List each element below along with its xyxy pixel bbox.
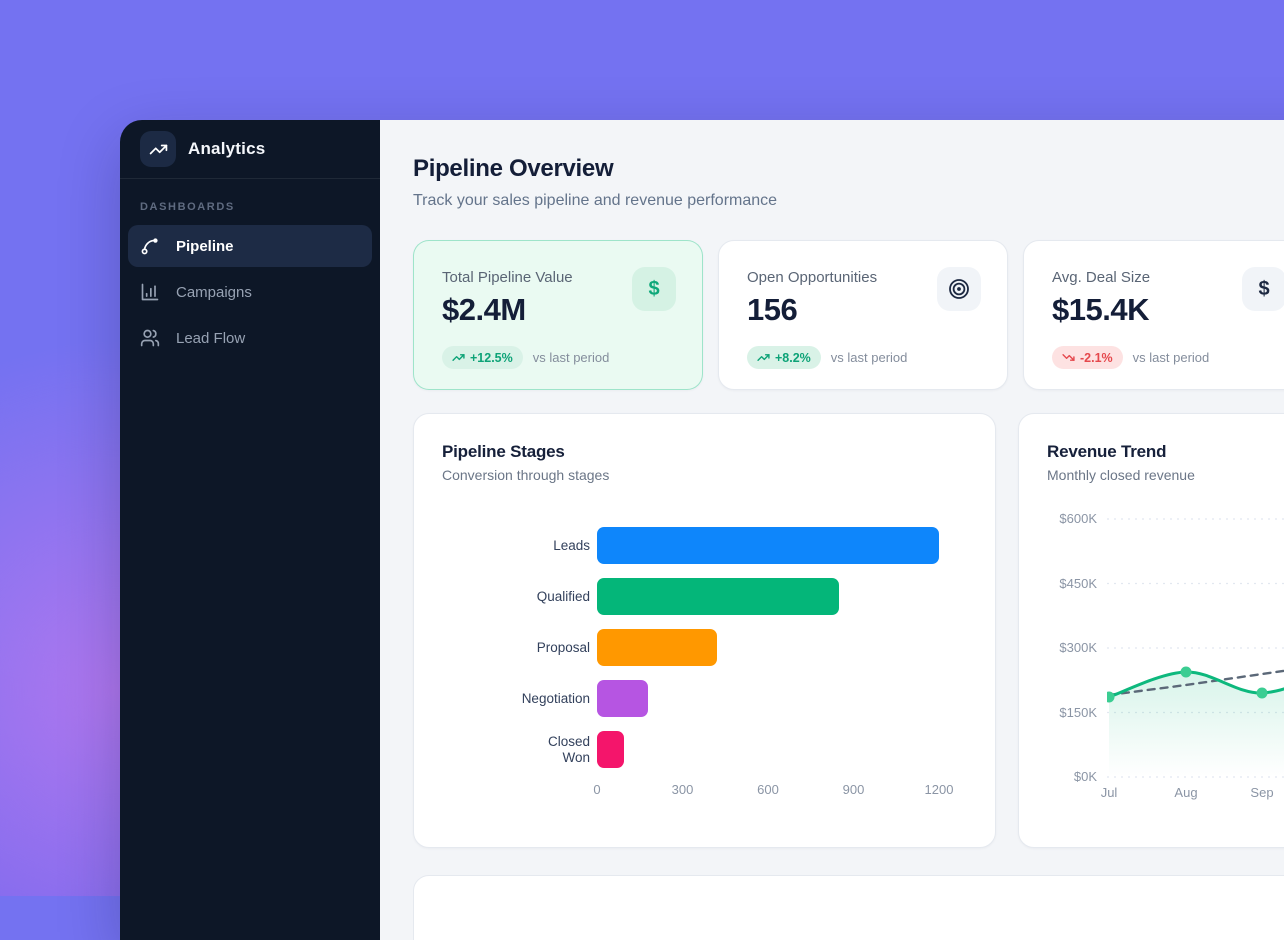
y-tick-label: $600K	[1059, 511, 1097, 526]
stage-bars: Leads Qualified Proposal Negotiation Closed …	[442, 527, 967, 768]
sidebar-item-label: Lead Flow	[176, 329, 246, 347]
revenue-area	[1109, 671, 1284, 777]
bar-segment-proposal[interactable]	[597, 629, 717, 666]
x-tick-label: 900	[842, 782, 865, 797]
y-tick-label: $450K	[1059, 575, 1097, 591]
chart-subtitle: Monthly closed revenue	[1047, 467, 1195, 483]
trend-dashed-line	[1107, 669, 1284, 697]
bar-segment-closed-won[interactable]	[597, 731, 625, 768]
kpi-label: Open Opportunities	[747, 269, 878, 286]
sidebar-item-lead-flow[interactable]: Lead Flow	[128, 317, 372, 359]
kpi-label: Total Pipeline Value	[442, 269, 573, 286]
brand-row: Analytics	[120, 120, 380, 179]
bar-segment-qualified[interactable]	[597, 578, 840, 615]
kpi-compare-text: vs last period	[830, 350, 908, 365]
kpi-value: 156	[747, 292, 798, 327]
kpi-compare-text: vs last period	[1132, 350, 1210, 365]
x-tick-label: Aug	[1174, 785, 1198, 800]
x-tick-label: Sep	[1250, 785, 1274, 800]
bottom-card	[413, 875, 1284, 940]
data-point-aug[interactable]	[1180, 666, 1192, 678]
x-tick-label: 0	[593, 782, 601, 797]
kpi-card-total-pipeline-value[interactable]: Total Pipeline Value $2.4M $ +12.5% vs l…	[413, 240, 703, 390]
bar-row: Closed Won	[442, 731, 967, 768]
bar-category-label: Closed Won	[547, 733, 590, 765]
page-subtitle: Track your sales pipeline and revenue pe…	[413, 192, 778, 209]
kpi-footer: +8.2% vs last period	[747, 346, 979, 369]
kpi-card-open-opportunities[interactable]: Open Opportunities 156 +8.2% vs last per…	[718, 240, 1008, 390]
bar-row: Leads	[442, 527, 967, 564]
bar-category-label: Leads	[553, 537, 590, 553]
bar-category-label: Proposal	[536, 639, 590, 655]
main-content: Pipeline Overview Track your sales pipel…	[380, 120, 1284, 940]
spline-icon	[140, 236, 160, 256]
sidebar-item-campaigns[interactable]: Campaigns	[128, 271, 372, 313]
kpi-value: $2.4M	[442, 292, 526, 327]
kpi-footer: +12.5% vs last period	[442, 346, 674, 369]
x-tick-label: 1200	[924, 782, 954, 797]
bar-segment-leads[interactable]	[597, 527, 939, 564]
analytics-logo	[140, 131, 176, 167]
sidebar-item-label: Campaigns	[176, 283, 252, 301]
sidebar-nav: DASHBOARDS Pipeline Campaigns	[120, 179, 380, 363]
revenue-line-svg	[1107, 518, 1284, 778]
stage-bar-chart: Leads Qualified Proposal Negotiation Closed …	[442, 527, 967, 800]
x-tick-label: Jul	[1100, 785, 1118, 800]
change-badge: +12.5%	[442, 346, 523, 369]
revenue-line	[1107, 670, 1284, 699]
brand-name: Analytics	[188, 139, 266, 158]
change-badge: +8.2%	[747, 346, 821, 369]
kpi-value: $15.4K	[1052, 292, 1149, 327]
data-point-jul[interactable]	[1107, 691, 1115, 703]
charts-row: Pipeline Stages Conversion through stage…	[413, 413, 1284, 848]
revenue-dots	[1107, 666, 1268, 703]
kpi-label: Avg. Deal Size	[1052, 269, 1151, 286]
chart-subtitle: Conversion through stages	[442, 467, 610, 483]
revenue-trend-card: Revenue Trend Monthly closed revenue $60…	[1018, 413, 1284, 848]
sidebar-item-pipeline[interactable]: Pipeline	[128, 225, 372, 267]
trending-up-icon	[452, 354, 465, 361]
bar-segment-negotiation[interactable]	[597, 680, 649, 717]
trending-down-icon	[1062, 354, 1075, 361]
bar-row: Proposal	[442, 629, 967, 666]
sidebar-item-label: Pipeline	[176, 237, 234, 255]
chart-title: Pipeline Stages	[442, 442, 565, 461]
data-point-sep[interactable]	[1256, 687, 1268, 699]
y-tick-label: $300K	[1059, 640, 1097, 655]
bar-row: Qualified	[442, 578, 967, 615]
kpi-card-avg-deal-size[interactable]: Avg. Deal Size $15.4K $ -2.1% vs last pe…	[1023, 240, 1284, 390]
kpi-row: Total Pipeline Value $2.4M $ +12.5% vs l…	[413, 240, 1284, 390]
trending-up-icon	[149, 144, 167, 154]
sidebar: Analytics DASHBOARDS Pipeline	[120, 120, 380, 940]
revenue-chart: $600K $450K $300K $150K $0K	[1047, 511, 1284, 823]
x-tick-label: 600	[757, 782, 779, 797]
bar-row: Negotiation	[442, 680, 967, 717]
kpi-compare-text: vs last period	[532, 350, 610, 365]
users-icon	[140, 328, 160, 348]
chart-title: Revenue Trend	[1047, 442, 1167, 461]
nav-section-label: DASHBOARDS	[140, 201, 235, 213]
page-title: Pipeline Overview	[413, 155, 614, 182]
y-tick-label: $0K	[1073, 769, 1097, 784]
bar-category-label: Qualified	[536, 588, 590, 604]
target-icon	[937, 267, 981, 311]
change-badge: -2.1%	[1052, 346, 1123, 369]
bar-chart-icon	[140, 282, 160, 302]
x-tick-label: 300	[671, 782, 694, 797]
app-window: Analytics DASHBOARDS Pipeline	[120, 120, 1284, 940]
pipeline-stages-card: Pipeline Stages Conversion through stage…	[413, 413, 996, 848]
trending-up-icon	[757, 354, 770, 361]
y-tick-label: $150K	[1059, 704, 1097, 720]
stage-axis: 0 300 600 900 1200	[593, 782, 967, 800]
dollar-icon: $	[632, 267, 676, 311]
bar-category-label: Negotiation	[521, 690, 590, 706]
dollar-icon: $	[1242, 267, 1284, 311]
kpi-footer: -2.1% vs last period	[1052, 346, 1284, 369]
